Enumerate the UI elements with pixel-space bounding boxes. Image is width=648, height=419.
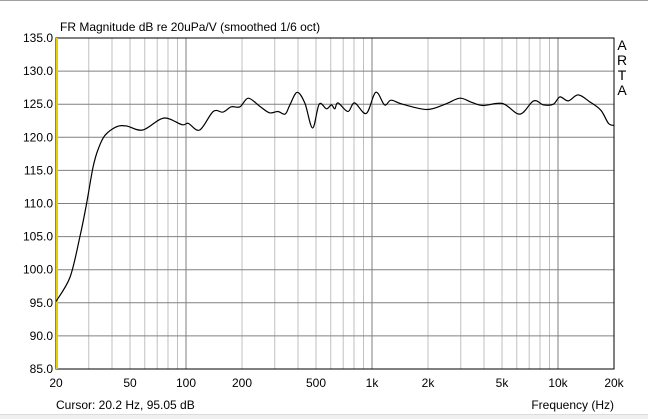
status-strip bbox=[0, 414, 648, 419]
y-tick-label: 125.0 bbox=[23, 97, 53, 111]
y-tick-label: 85.0 bbox=[30, 362, 54, 376]
x-tick-label: 100 bbox=[176, 376, 196, 390]
y-tick-label: 130.0 bbox=[23, 64, 53, 78]
x-tick-label: 5k bbox=[496, 376, 510, 390]
y-tick-label: 120.0 bbox=[23, 130, 53, 144]
x-tick-label: 10k bbox=[548, 376, 568, 390]
x-tick-label: 20k bbox=[604, 376, 624, 390]
y-tick-label: 100.0 bbox=[23, 263, 53, 277]
arta-logo: ARTA bbox=[616, 37, 628, 98]
y-tick-label: 115.0 bbox=[24, 163, 53, 177]
y-tick-label: 135.0 bbox=[23, 31, 53, 45]
x-tick-label: 1k bbox=[366, 376, 380, 390]
y-tick-labels: 135.0 130.0 125.0 120.0 115.0 110.0 105.0 100.0… bbox=[23, 31, 53, 376]
window-top-border bbox=[0, 0, 648, 1]
grid bbox=[56, 38, 614, 369]
x-axis-label: Frequency (Hz) bbox=[531, 398, 614, 412]
x-tick-label: 20 bbox=[49, 376, 63, 390]
cursor-readout: Cursor: 20.2 Hz, 95.05 dB bbox=[56, 398, 195, 412]
y-tick-label: 90.0 bbox=[30, 329, 54, 343]
x-tick-label: 2k bbox=[422, 376, 436, 390]
x-tick-labels: 20 50 100 200 500 1k 2k 5k 10k 20k bbox=[49, 376, 624, 390]
chart-title: FR Magnitude dB re 20uPa/V (smoothed 1/6… bbox=[60, 20, 320, 34]
y-tick-label: 95.0 bbox=[30, 296, 54, 310]
series-line bbox=[55, 91, 615, 302]
y-tick-label: 105.0 bbox=[23, 230, 53, 244]
x-tick-label: 200 bbox=[232, 376, 252, 390]
x-tick-label: 500 bbox=[306, 376, 326, 390]
x-tick-label: 50 bbox=[123, 376, 137, 390]
y-tick-label: 110.0 bbox=[24, 197, 53, 211]
